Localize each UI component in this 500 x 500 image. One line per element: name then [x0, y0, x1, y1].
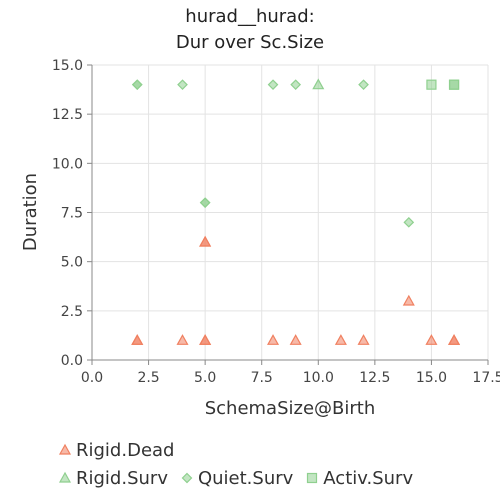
x-tick-label: 5.0 — [194, 370, 216, 386]
legend-item-quiet-surv: Quiet.Surv — [180, 468, 293, 489]
legend-label: Rigid.Surv — [76, 468, 168, 489]
point-rigid-dead — [359, 335, 369, 344]
point-quiet-surv — [269, 80, 278, 89]
point-rigid-dead — [200, 335, 210, 344]
triangle-icon — [58, 471, 72, 485]
point-rigid-dead — [291, 335, 301, 344]
scatter-chart: 0.0 2.5 5.0 7.5 10.0 12.5 15.0 17.5 0.0 2.5 5.0 7.5… — [0, 0, 500, 430]
point-quiet-surv — [201, 198, 210, 207]
x-tick-label: 2.5 — [137, 370, 159, 386]
point-rigid-dead — [132, 335, 142, 344]
y-tick-label: 2.5 — [61, 304, 83, 320]
legend-label: Activ.Surv — [323, 468, 413, 489]
y-tick-label: 10.0 — [52, 156, 83, 172]
x-tick-label: 15.0 — [416, 370, 447, 386]
point-rigid-dead — [404, 296, 414, 305]
point-rigid-dead — [268, 335, 278, 344]
legend-marker — [60, 445, 70, 454]
square-icon — [305, 471, 319, 485]
x-tick-label: 12.5 — [359, 370, 390, 386]
legend-item-rigid-dead: Rigid.Dead — [58, 440, 174, 461]
x-tick-label: 0.0 — [81, 370, 103, 386]
x-tick-label: 7.5 — [251, 370, 273, 386]
point-activ-surv — [450, 80, 459, 89]
x-tick-label: 17.5 — [472, 370, 500, 386]
point-rigid-surv — [313, 80, 323, 89]
point-activ-surv — [427, 80, 436, 89]
point-quiet-surv — [133, 80, 142, 89]
point-rigid-dead — [336, 335, 346, 344]
legend-item-rigid-surv: Rigid.Surv — [58, 468, 168, 489]
x-axis-label: SchemaSize@Birth — [205, 398, 376, 419]
point-rigid-dead — [200, 237, 210, 246]
legend-marker — [60, 473, 70, 482]
legend-item-activ-surv: Activ.Surv — [305, 468, 413, 489]
legend-label: Quiet.Surv — [198, 468, 293, 489]
point-rigid-dead — [449, 335, 459, 344]
point-quiet-surv — [359, 80, 368, 89]
y-tick-label: 0.0 — [61, 353, 83, 369]
y-tick-label: 12.5 — [52, 107, 83, 123]
legend-label: Rigid.Dead — [76, 440, 174, 461]
point-rigid-dead — [178, 335, 188, 344]
x-tick-label: 10.0 — [303, 370, 334, 386]
legend-row: Rigid.Dead — [58, 436, 498, 464]
point-quiet-surv — [178, 80, 187, 89]
diamond-icon — [180, 471, 194, 485]
y-tick-label: 5.0 — [61, 255, 83, 271]
legend-row: Rigid.Surv Quiet.Surv Activ.Surv — [58, 464, 498, 492]
legend-marker — [182, 474, 191, 483]
legend-marker — [308, 474, 317, 483]
legend: Rigid.Dead Rigid.Surv Quiet.Surv Activ.Sur… — [58, 436, 498, 492]
y-tick-label: 15.0 — [52, 58, 83, 74]
triangle-icon — [58, 443, 72, 457]
point-quiet-surv — [404, 218, 413, 227]
point-quiet-surv — [291, 80, 300, 89]
y-axis-label: Duration — [20, 173, 41, 251]
point-rigid-dead — [426, 335, 436, 344]
y-tick-label: 7.5 — [61, 206, 83, 222]
axes — [87, 65, 488, 365]
grid — [92, 65, 488, 360]
